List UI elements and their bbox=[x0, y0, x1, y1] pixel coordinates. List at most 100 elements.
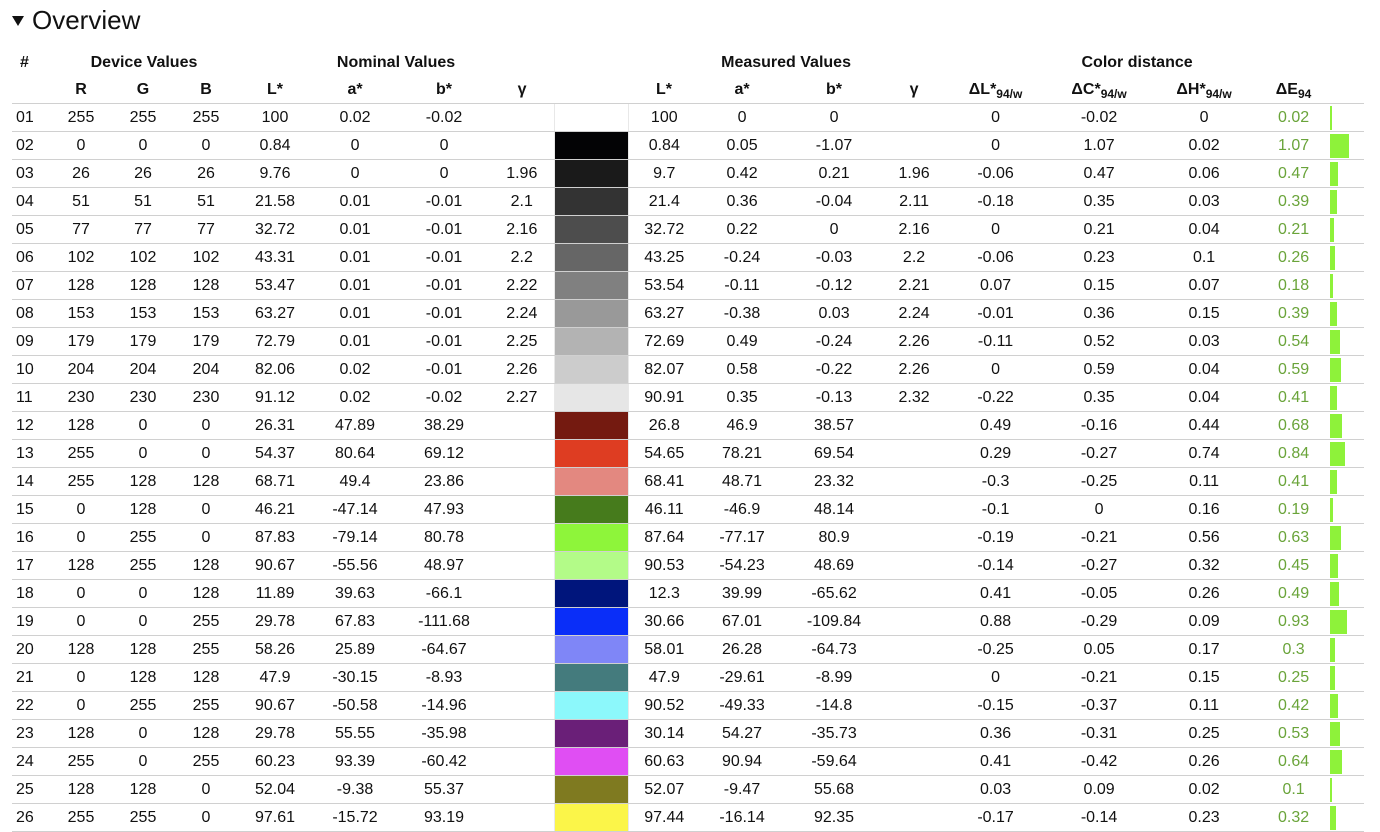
cell-G: 179 bbox=[112, 327, 174, 356]
cell-dL: 0.41 bbox=[944, 579, 1048, 608]
cell-ng: 2.1 bbox=[490, 187, 555, 216]
cell-dH: 0.16 bbox=[1151, 495, 1258, 524]
delta-e-bar-fill bbox=[1330, 778, 1333, 802]
table-row: 26 255 255 0 97.61 -15.72 93.19 97.44 -16.14 92.3… bbox=[12, 803, 1365, 832]
cell-mb: 55.68 bbox=[784, 775, 885, 804]
cell-nL: 87.83 bbox=[238, 523, 313, 552]
cell-dH: 0.06 bbox=[1151, 159, 1258, 188]
cell-G: 0 bbox=[112, 579, 174, 608]
cell-nL: 26.31 bbox=[238, 411, 313, 440]
cell-nL: 52.04 bbox=[238, 775, 313, 804]
delta-e-bar bbox=[1330, 383, 1365, 412]
cell-B: 255 bbox=[174, 103, 239, 132]
cell-G: 0 bbox=[112, 411, 174, 440]
cell-ma: -49.33 bbox=[700, 691, 785, 720]
cell-R: 128 bbox=[50, 411, 112, 440]
cell-nb: -66.1 bbox=[398, 579, 491, 608]
delta-e-bar-fill bbox=[1330, 582, 1340, 606]
cell-R: 128 bbox=[50, 635, 112, 664]
cell-nL: 90.67 bbox=[238, 691, 313, 720]
cell-G: 204 bbox=[112, 355, 174, 384]
cell-dL: 0 bbox=[944, 103, 1048, 132]
cell-dH: 0.02 bbox=[1151, 775, 1258, 804]
cell-G: 255 bbox=[112, 691, 174, 720]
cell-B: 128 bbox=[174, 551, 239, 580]
cell-dE: 0.39 bbox=[1257, 299, 1331, 328]
cell-R: 255 bbox=[50, 467, 112, 496]
table-row: 03 26 26 26 9.76 0 0 1.96 9.7 0.42 0.21 1.96 -0.06 0.… bbox=[12, 159, 1365, 188]
cell-dL: 0.88 bbox=[944, 607, 1048, 636]
cell-dL: -0.19 bbox=[944, 523, 1048, 552]
table-row: 11 230 230 230 91.12 0.02 -0.02 2.27 90.91 0.35 -0… bbox=[12, 383, 1365, 412]
cell-mL: 26.8 bbox=[628, 411, 701, 440]
cell-nb: -60.42 bbox=[398, 747, 491, 776]
cell-B: 128 bbox=[174, 719, 239, 748]
cell-nb: 69.12 bbox=[398, 439, 491, 468]
cell-na: 25.89 bbox=[312, 635, 399, 664]
cell-mg bbox=[884, 103, 945, 132]
col-measured-l: L* bbox=[628, 76, 701, 104]
color-swatch bbox=[553, 495, 629, 524]
cell-dE: 0.25 bbox=[1257, 663, 1331, 692]
col-delta-l: ΔL*94/w bbox=[944, 76, 1048, 104]
color-swatch bbox=[553, 131, 629, 160]
cell-nL: 68.71 bbox=[238, 467, 313, 496]
cell-mb: 69.54 bbox=[784, 439, 885, 468]
cell-G: 128 bbox=[112, 663, 174, 692]
cell-mb: -0.04 bbox=[784, 187, 885, 216]
color-swatch bbox=[553, 159, 629, 188]
cell-dC: -0.14 bbox=[1047, 803, 1152, 832]
cell-dH: 0.17 bbox=[1151, 635, 1258, 664]
delta-e-bar-fill bbox=[1330, 414, 1343, 438]
cell-num: 15 bbox=[12, 495, 50, 524]
table-row: 13 255 0 0 54.37 80.64 69.12 54.65 78.21 69.54 0.2… bbox=[12, 439, 1365, 468]
cell-na: 0.01 bbox=[312, 271, 399, 300]
cell-ma: -0.24 bbox=[700, 243, 785, 272]
cell-mg: 2.2 bbox=[884, 243, 945, 272]
cell-R: 0 bbox=[50, 131, 112, 160]
delta-e-bar-fill bbox=[1330, 666, 1336, 690]
cell-ng bbox=[490, 551, 555, 580]
cell-mg: 2.21 bbox=[884, 271, 945, 300]
cell-dC: -0.27 bbox=[1047, 551, 1152, 580]
cell-nb: -0.01 bbox=[398, 327, 491, 356]
cell-dE: 0.68 bbox=[1257, 411, 1331, 440]
overview-section-toggle[interactable]: Overview bbox=[12, 4, 140, 36]
cell-R: 0 bbox=[50, 523, 112, 552]
cell-B: 255 bbox=[174, 747, 239, 776]
cell-dH: 0 bbox=[1151, 103, 1258, 132]
cell-ng: 2.26 bbox=[490, 355, 555, 384]
cell-G: 255 bbox=[112, 803, 174, 832]
cell-nL: 43.31 bbox=[238, 243, 313, 272]
cell-nb: 93.19 bbox=[398, 803, 491, 832]
table-body: 01 255 255 255 100 0.02 -0.02 100 0 0 0 -0.02 0 0.02 0… bbox=[12, 103, 1365, 832]
delta-e-bar-fill bbox=[1330, 722, 1341, 746]
col-nominal-a: a* bbox=[312, 76, 399, 104]
cell-mb: -35.73 bbox=[784, 719, 885, 748]
cell-G: 128 bbox=[112, 495, 174, 524]
cell-nL: 29.78 bbox=[238, 719, 313, 748]
cell-dC: -0.37 bbox=[1047, 691, 1152, 720]
cell-ma: -0.38 bbox=[700, 299, 785, 328]
cell-R: 128 bbox=[50, 551, 112, 580]
col-g: G bbox=[112, 76, 174, 104]
delta-e-bar-fill bbox=[1330, 134, 1350, 158]
cell-dC: 0.05 bbox=[1047, 635, 1152, 664]
cell-ng: 2.25 bbox=[490, 327, 555, 356]
cell-na: 0 bbox=[312, 159, 399, 188]
cell-B: 0 bbox=[174, 803, 239, 832]
cell-dC: 0.52 bbox=[1047, 327, 1152, 356]
cell-dC: -0.25 bbox=[1047, 467, 1152, 496]
cell-mb: 0.21 bbox=[784, 159, 885, 188]
cell-B: 255 bbox=[174, 607, 239, 636]
cell-nb: 47.93 bbox=[398, 495, 491, 524]
cell-ma: 0.58 bbox=[700, 355, 785, 384]
cell-G: 255 bbox=[112, 551, 174, 580]
cell-dL: -0.06 bbox=[944, 243, 1048, 272]
color-swatch bbox=[553, 103, 629, 132]
cell-na: -9.38 bbox=[312, 775, 399, 804]
cell-nL: 53.47 bbox=[238, 271, 313, 300]
delta-e-bar-fill bbox=[1330, 750, 1343, 774]
cell-B: 0 bbox=[174, 411, 239, 440]
cell-nL: 91.12 bbox=[238, 383, 313, 412]
